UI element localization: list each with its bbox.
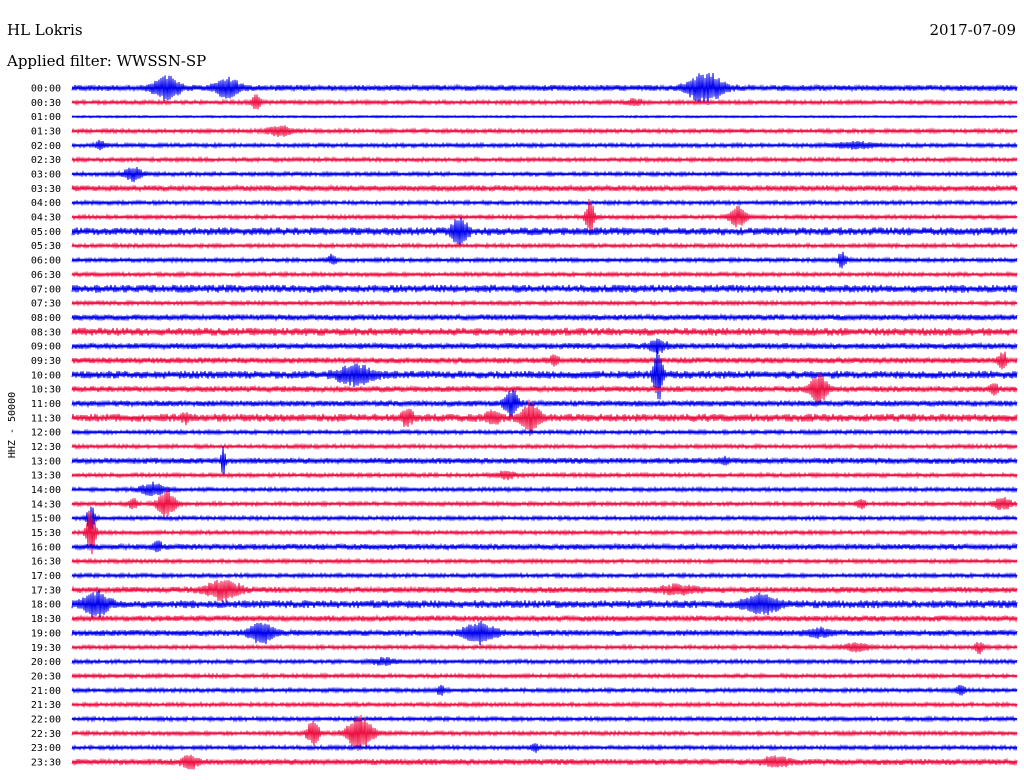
tick-label: 02:00	[31, 141, 61, 152]
tick-label: 15:30	[31, 528, 61, 539]
tick-label: 21:00	[31, 686, 61, 697]
tick-label: 06:00	[31, 256, 61, 267]
station-name: HL Lokris	[7, 21, 83, 39]
tick-label: 03:00	[31, 170, 61, 181]
tick-label: 01:30	[31, 127, 61, 138]
tick-label: 15:00	[31, 514, 61, 525]
tick-label: 08:00	[31, 313, 61, 324]
tick-label: 07:30	[31, 299, 61, 310]
filter-label: Applied filter: WWSSN-SP	[6, 52, 206, 70]
tick-label: 02:30	[31, 155, 61, 166]
tick-label: 17:30	[31, 585, 61, 596]
tick-label: 20:00	[31, 657, 61, 668]
tick-label: 17:00	[31, 571, 61, 582]
tick-label: 05:30	[31, 241, 61, 252]
tick-label: 14:00	[31, 485, 61, 496]
tick-label: 18:30	[31, 614, 61, 625]
tick-label: 22:00	[31, 714, 61, 725]
tick-label: 00:00	[31, 84, 61, 95]
tick-label: 11:00	[31, 399, 61, 410]
tick-label: 21:30	[31, 700, 61, 711]
tick-label: 10:30	[31, 385, 61, 396]
tick-label: 16:00	[31, 542, 61, 553]
y-axis-label: HHZ - 50000	[7, 392, 18, 458]
tick-label: 09:00	[31, 342, 61, 353]
record-date: 2017-07-09	[930, 21, 1016, 39]
tick-label: 07:00	[31, 284, 61, 295]
tick-label: 19:00	[31, 628, 61, 639]
tick-label: 00:30	[31, 98, 61, 109]
tick-label: 05:00	[31, 227, 61, 238]
tick-label: 23:30	[31, 757, 61, 768]
time-tick-labels: 00:00 00:30 01:00 01:30 02:00 02:30 03:00 03:30…	[31, 84, 61, 769]
tick-label: 03:30	[31, 184, 61, 195]
tick-label: 06:30	[31, 270, 61, 281]
tick-label: 08:30	[31, 327, 61, 338]
trace-line	[71, 579, 1018, 603]
tick-label: 14:30	[31, 499, 61, 510]
tick-label: 12:30	[31, 442, 61, 453]
trace-line	[71, 642, 1018, 655]
tick-label: 19:30	[31, 643, 61, 654]
tick-label: 04:30	[31, 213, 61, 224]
tick-label: 11:30	[31, 413, 61, 424]
tick-label: 04:00	[31, 198, 61, 209]
tick-label: 10:00	[31, 370, 61, 381]
tick-label: 13:00	[31, 456, 61, 467]
tick-label: 23:00	[31, 743, 61, 754]
tick-label: 01:00	[31, 112, 61, 123]
tick-label: 13:30	[31, 471, 61, 482]
tick-label: 18:00	[31, 600, 61, 611]
tick-label: 20:30	[31, 671, 61, 682]
tick-label: 22:30	[31, 729, 61, 740]
tick-label: 09:30	[31, 356, 61, 367]
tick-label: 16:30	[31, 557, 61, 568]
trace-lines	[71, 72, 1018, 770]
tick-label: 12:00	[31, 428, 61, 439]
